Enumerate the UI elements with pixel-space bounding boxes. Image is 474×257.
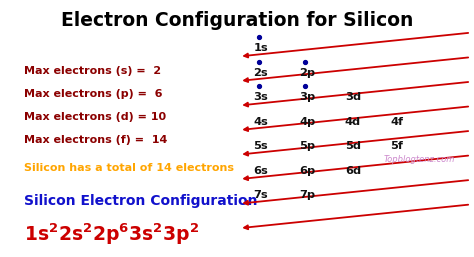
Text: Max electrons (f) =  14: Max electrons (f) = 14: [24, 135, 168, 145]
Text: Silicon Electron Configuration: Silicon Electron Configuration: [24, 194, 258, 208]
Text: 6s: 6s: [254, 166, 268, 176]
Text: Silicon has a total of 14 electrons: Silicon has a total of 14 electrons: [24, 163, 234, 173]
Text: Electron Configuration for Silicon: Electron Configuration for Silicon: [61, 11, 413, 30]
Text: 6d: 6d: [345, 166, 361, 176]
Text: 3p: 3p: [300, 92, 316, 102]
Text: Max electrons (p) =  6: Max electrons (p) = 6: [24, 89, 163, 99]
Text: 4d: 4d: [345, 117, 361, 127]
Text: Max electrons (d) = 10: Max electrons (d) = 10: [24, 112, 166, 122]
Text: 6p: 6p: [300, 166, 316, 176]
Text: 4f: 4f: [390, 117, 403, 127]
Text: Max electrons (s) =  2: Max electrons (s) = 2: [24, 66, 162, 76]
Text: 1s: 1s: [254, 43, 268, 53]
Text: 4p: 4p: [300, 117, 316, 127]
Text: Topblogtenz.com: Topblogtenz.com: [383, 155, 455, 164]
Text: 2p: 2p: [300, 68, 316, 78]
Text: 3s: 3s: [254, 92, 268, 102]
Text: 5p: 5p: [300, 141, 316, 151]
Text: 2s: 2s: [254, 68, 268, 78]
Text: 5d: 5d: [345, 141, 361, 151]
Text: 5f: 5f: [390, 141, 403, 151]
Text: 3d: 3d: [345, 92, 361, 102]
Text: $\mathbf{1s^{2}2s^{2}2p^{6}3s^{2}3p^{2}}$: $\mathbf{1s^{2}2s^{2}2p^{6}3s^{2}3p^{2}}…: [24, 222, 200, 247]
Text: 7p: 7p: [300, 190, 316, 200]
Text: 7s: 7s: [254, 190, 268, 200]
Text: 5s: 5s: [254, 141, 268, 151]
Text: 4s: 4s: [254, 117, 268, 127]
